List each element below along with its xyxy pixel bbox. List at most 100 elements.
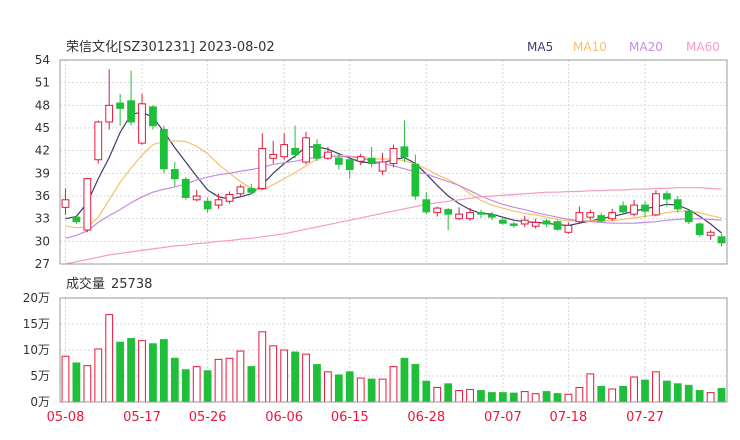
- volume-bar: [61, 355, 70, 403]
- x-tick-label: 07-18: [550, 410, 588, 425]
- volume-bar: [258, 331, 267, 403]
- candle: [433, 206, 442, 217]
- volume-bar: [302, 353, 310, 403]
- candle: [455, 207, 463, 221]
- candle: [302, 131, 310, 165]
- volume-bar: [192, 366, 201, 403]
- candle: [488, 211, 496, 221]
- volume-bar: [553, 393, 562, 403]
- candle: [170, 162, 179, 187]
- legend-ma10: MA10: [573, 40, 607, 54]
- candle: [313, 139, 321, 162]
- x-axis: 05-08 05-17 05-26 06-06 06-15 06-28 07-07 07-18…: [47, 410, 664, 425]
- volume-bar: [324, 371, 332, 403]
- volume-bar: [400, 357, 409, 403]
- price-tick-label: 51: [35, 76, 50, 90]
- volume-bar: [466, 389, 474, 403]
- volume-bar: [652, 371, 660, 403]
- candle: [378, 152, 387, 175]
- candle: [61, 188, 70, 215]
- legend-ma60: MA60: [686, 40, 720, 54]
- candle: [498, 217, 507, 225]
- volume-bar: [542, 391, 551, 403]
- volume-bar: [411, 364, 420, 403]
- candle: [542, 218, 551, 227]
- volume-bar: [564, 393, 573, 403]
- volume-bar: [673, 383, 682, 403]
- price-tick-label: 48: [35, 98, 50, 112]
- volume-bar: [367, 378, 376, 403]
- volume-bar: [608, 388, 617, 403]
- candle: [203, 197, 212, 213]
- candle: [531, 218, 540, 229]
- volume-bar: [422, 380, 431, 403]
- candle: [356, 153, 365, 166]
- candle: [444, 208, 453, 230]
- candle: [586, 209, 595, 221]
- price-tick-label: 54: [35, 53, 50, 67]
- candles: [61, 69, 726, 247]
- candle: [94, 120, 103, 164]
- volume-bar: [345, 371, 354, 403]
- volume-bar: [181, 369, 190, 403]
- volume-bar: [105, 314, 114, 403]
- candle: [159, 125, 168, 174]
- volume-bar: [433, 386, 442, 403]
- volume-bar: [477, 390, 485, 403]
- volume-bar: [236, 350, 245, 403]
- volume-bar: [630, 376, 638, 403]
- candle: [597, 212, 606, 223]
- volume-bar: [94, 348, 103, 403]
- price-tick-label: 30: [35, 234, 50, 248]
- volume-bar: [127, 338, 135, 403]
- candle: [192, 189, 201, 202]
- price-tick-label: 42: [35, 144, 50, 158]
- candle: [509, 221, 518, 228]
- volume-bar: [170, 357, 179, 403]
- candle: [717, 233, 726, 247]
- candle: [83, 177, 92, 233]
- volume-bar: [575, 386, 584, 403]
- volume-bar: [695, 390, 704, 403]
- candle: [345, 156, 354, 179]
- candle: [619, 201, 628, 215]
- volume-panel-border: [59, 297, 728, 403]
- candle: [105, 69, 114, 130]
- candle: [411, 154, 420, 200]
- volume-bar: [455, 390, 463, 403]
- x-tick-label: 07-07: [484, 410, 522, 425]
- price-y-axis: 54 51 48 45 42 39 36 33 30 27: [35, 53, 50, 271]
- volume-bar: [225, 357, 234, 403]
- candle: [269, 140, 278, 164]
- volume-bar: [83, 365, 92, 403]
- candle: [334, 154, 343, 170]
- candle: [149, 105, 157, 130]
- volume-title-label: 成交量: [66, 276, 105, 292]
- volume-bar: [597, 385, 606, 403]
- x-tick-label: 06-28: [407, 410, 445, 425]
- chart-title: 荣信文化[SZ301231] 2023-08-02: [66, 40, 275, 55]
- price-tick-label: 39: [35, 166, 50, 180]
- candle: [324, 146, 332, 160]
- x-tick-label: 05-17: [123, 410, 161, 425]
- candle: [116, 94, 125, 126]
- candle: [520, 215, 529, 227]
- ma-legend: MA5 MA10 MA20 MA60: [527, 40, 720, 54]
- volume-bar: [509, 392, 518, 403]
- volume-title: 成交量 25738: [66, 276, 152, 292]
- candle: [466, 208, 474, 221]
- candle: [367, 146, 376, 168]
- volume-bar: [334, 374, 343, 403]
- candle: [389, 144, 398, 168]
- candle: [258, 133, 267, 190]
- volume-bar: [488, 392, 496, 403]
- volume-bar: [138, 340, 146, 403]
- candle: [138, 94, 146, 145]
- volume-bar: [159, 339, 168, 403]
- candle: [400, 120, 409, 162]
- volume-bar: [641, 379, 649, 403]
- candle: [673, 196, 682, 213]
- x-tick-label: 06-06: [265, 410, 303, 425]
- ma-line-ma60: [65, 187, 722, 265]
